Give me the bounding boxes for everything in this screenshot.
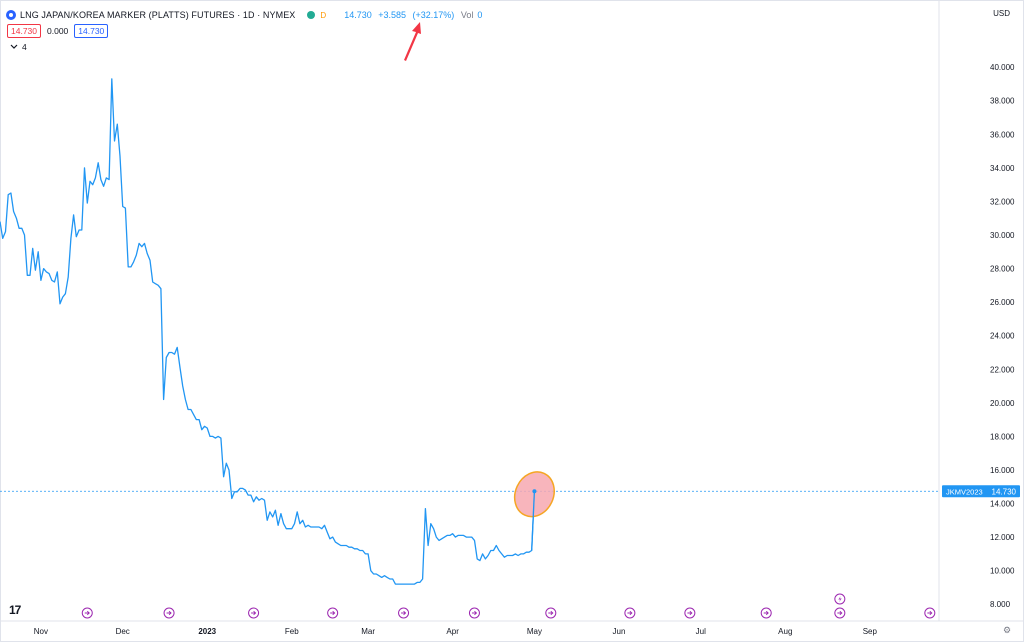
dividend-event-icon[interactable]	[248, 607, 260, 619]
x-tick-label: Apr	[446, 627, 459, 636]
sell-button[interactable]: 14.730	[7, 24, 41, 38]
dividend-event-icon[interactable]	[81, 607, 93, 619]
x-tick-label: Mar	[361, 627, 375, 636]
spread-value: 0.000	[47, 26, 69, 36]
dividend-event-icon[interactable]	[684, 607, 696, 619]
x-tick-label: 2023	[198, 627, 216, 636]
x-tick-label: Sep	[863, 627, 878, 636]
dividend-event-icon[interactable]	[163, 607, 175, 619]
dividend-event-icon[interactable]	[327, 607, 339, 619]
delay-badge: D	[320, 10, 327, 20]
y-tick-label: 38.000	[990, 97, 1015, 106]
tradingview-logo-icon[interactable]: 17	[9, 603, 21, 617]
dividend-event-icon[interactable]	[398, 607, 410, 619]
change-percent: (+32.17%)	[412, 10, 455, 20]
dividend-event-icon[interactable]	[545, 607, 557, 619]
x-tick-label: Jul	[696, 627, 706, 636]
annotation-arrow	[404, 22, 421, 61]
dividend-event-icon[interactable]	[468, 607, 480, 619]
buy-button[interactable]: 14.730	[74, 24, 109, 38]
change-value: +3.585	[378, 10, 407, 20]
symbol-title[interactable]: LNG JAPAN/KOREA MARKER (PLATTS) FUTURES …	[20, 10, 296, 20]
y-tick-label: 40.000	[990, 63, 1015, 72]
series-tag-value: 14.730	[992, 487, 1017, 496]
indicators-toggle[interactable]: 4	[10, 42, 27, 52]
alert-bolt-icon[interactable]	[834, 593, 846, 605]
y-tick-label: 32.000	[990, 197, 1015, 206]
y-tick-label: 22.000	[990, 365, 1015, 374]
y-tick-label: 34.000	[990, 164, 1015, 173]
y-tick-label: 10.000	[990, 567, 1015, 576]
indicator-count: 4	[22, 42, 27, 52]
y-tick-label: 30.000	[990, 231, 1015, 240]
y-tick-label: 14.000	[990, 500, 1015, 509]
y-tick-label: 16.000	[990, 466, 1015, 475]
legend-values: 14.730 +3.585 (+32.17%) Vol 0	[344, 10, 486, 20]
trade-buttons: 14.730 0.000 14.730	[7, 24, 109, 38]
y-tick-label: 26.000	[990, 298, 1015, 307]
y-tick-label: 20.000	[990, 399, 1015, 408]
x-tick-label: Dec	[116, 627, 130, 636]
legend-header: LNG JAPAN/KOREA MARKER (PLATTS) FUTURES …	[6, 8, 486, 22]
x-tick-label: Feb	[285, 627, 299, 636]
x-tick-label: Jun	[613, 627, 626, 636]
chevron-down-icon	[10, 44, 18, 49]
last-point-marker	[532, 489, 537, 494]
dividend-event-icon[interactable]	[624, 607, 636, 619]
y-tick-label: 36.000	[990, 130, 1015, 139]
settings-gear-icon[interactable]: ⚙	[1003, 625, 1012, 635]
y-tick-label: 28.000	[990, 265, 1015, 274]
dividend-event-icon[interactable]	[760, 607, 772, 619]
dividend-event-icon[interactable]	[924, 607, 936, 619]
y-tick-label: 8.000	[990, 600, 1011, 609]
x-tick-label: Nov	[34, 627, 48, 636]
symbol-icon[interactable]	[6, 10, 16, 20]
series-line	[0, 78, 536, 585]
currency-label[interactable]: USD	[993, 9, 1010, 18]
y-tick-label: 18.000	[990, 432, 1015, 441]
x-tick-label: May	[527, 627, 542, 636]
series-tag-label	[942, 485, 1020, 498]
dividend-event-icon[interactable]	[834, 607, 846, 619]
y-tick-label: 12.000	[990, 533, 1015, 542]
x-tick-label: Aug	[778, 627, 792, 636]
series-tag-name: JKMV2023	[946, 487, 983, 496]
last-value: 14.730	[344, 10, 372, 20]
y-tick-label: 24.000	[990, 332, 1015, 341]
volume-label: Vol	[460, 10, 474, 20]
volume-value: 0	[477, 10, 483, 20]
market-status-icon	[307, 11, 316, 19]
